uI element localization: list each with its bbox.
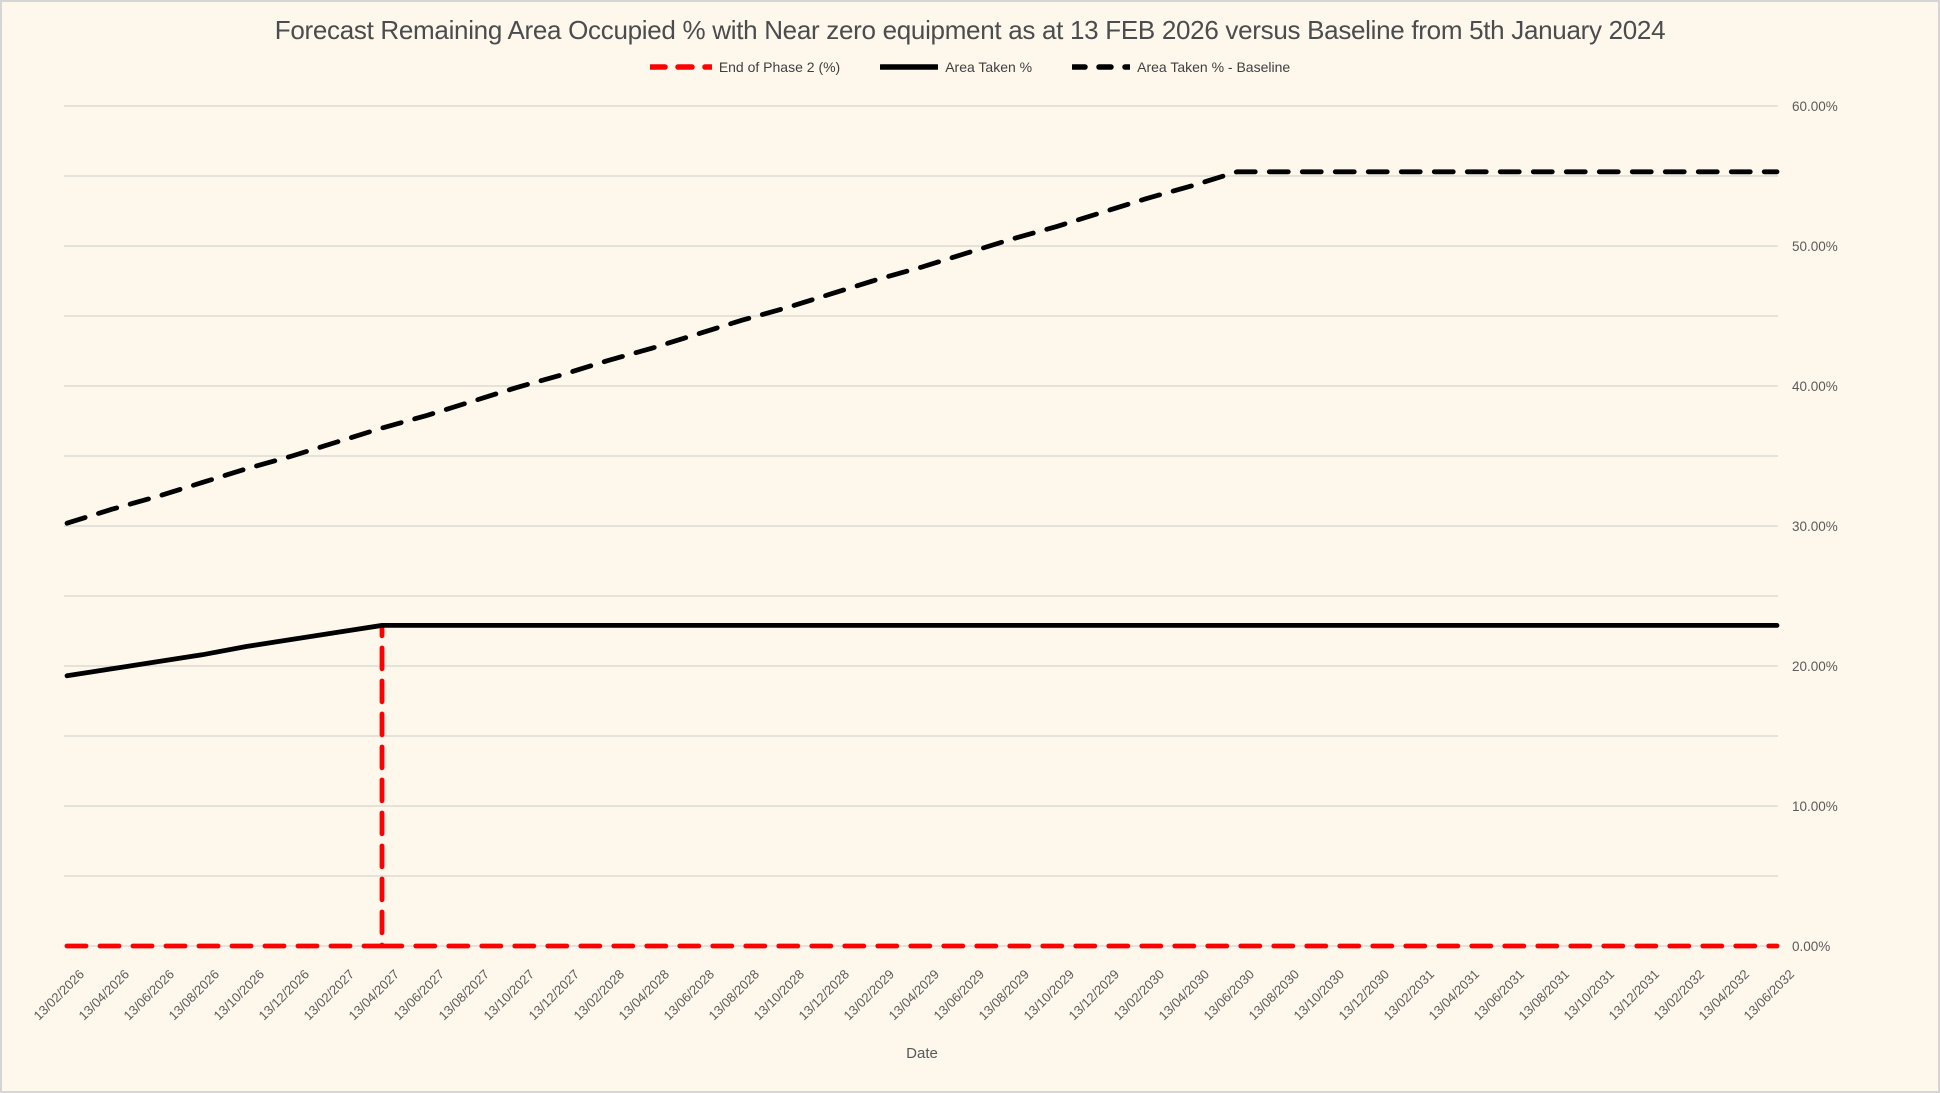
chart-title: Forecast Remaining Area Occupied % with … [274, 15, 1666, 45]
black-solid-line-swatch-icon [880, 64, 939, 70]
series-line-0 [64, 623, 1780, 949]
legend-item-area-taken-baseline: Area Taken % - Baseline [1072, 59, 1290, 75]
y-tick-label: 20.00% [1792, 659, 1838, 674]
series-line-1 [64, 623, 1780, 679]
y-tick-label: 10.00% [1792, 799, 1838, 814]
y-tick-label: 0.00% [1792, 939, 1830, 954]
legend-item-area-taken: Area Taken % [880, 59, 1032, 75]
y-tick-label: 40.00% [1792, 379, 1838, 394]
y-tick-label: 60.00% [1792, 99, 1838, 114]
legend: End of Phase 2 (%) Area Taken % Area Tak… [2, 59, 1938, 75]
series-line-2 [64, 169, 1780, 526]
legend-label-area-taken-baseline: Area Taken % - Baseline [1137, 59, 1291, 75]
x-axis-title: Date [906, 1045, 938, 1062]
black-dashed-line-swatch-icon [1072, 64, 1131, 70]
y-tick-label: 30.00% [1792, 519, 1838, 534]
legend-item-end-of-phase-2: End of Phase 2 (%) [649, 59, 841, 75]
red-dashed-line-swatch-icon [649, 64, 712, 70]
y-tick-label: 50.00% [1792, 239, 1838, 254]
legend-label-area-taken: Area Taken % [945, 59, 1033, 75]
legend-label-end-of-phase-2: End of Phase 2 (%) [718, 59, 841, 75]
